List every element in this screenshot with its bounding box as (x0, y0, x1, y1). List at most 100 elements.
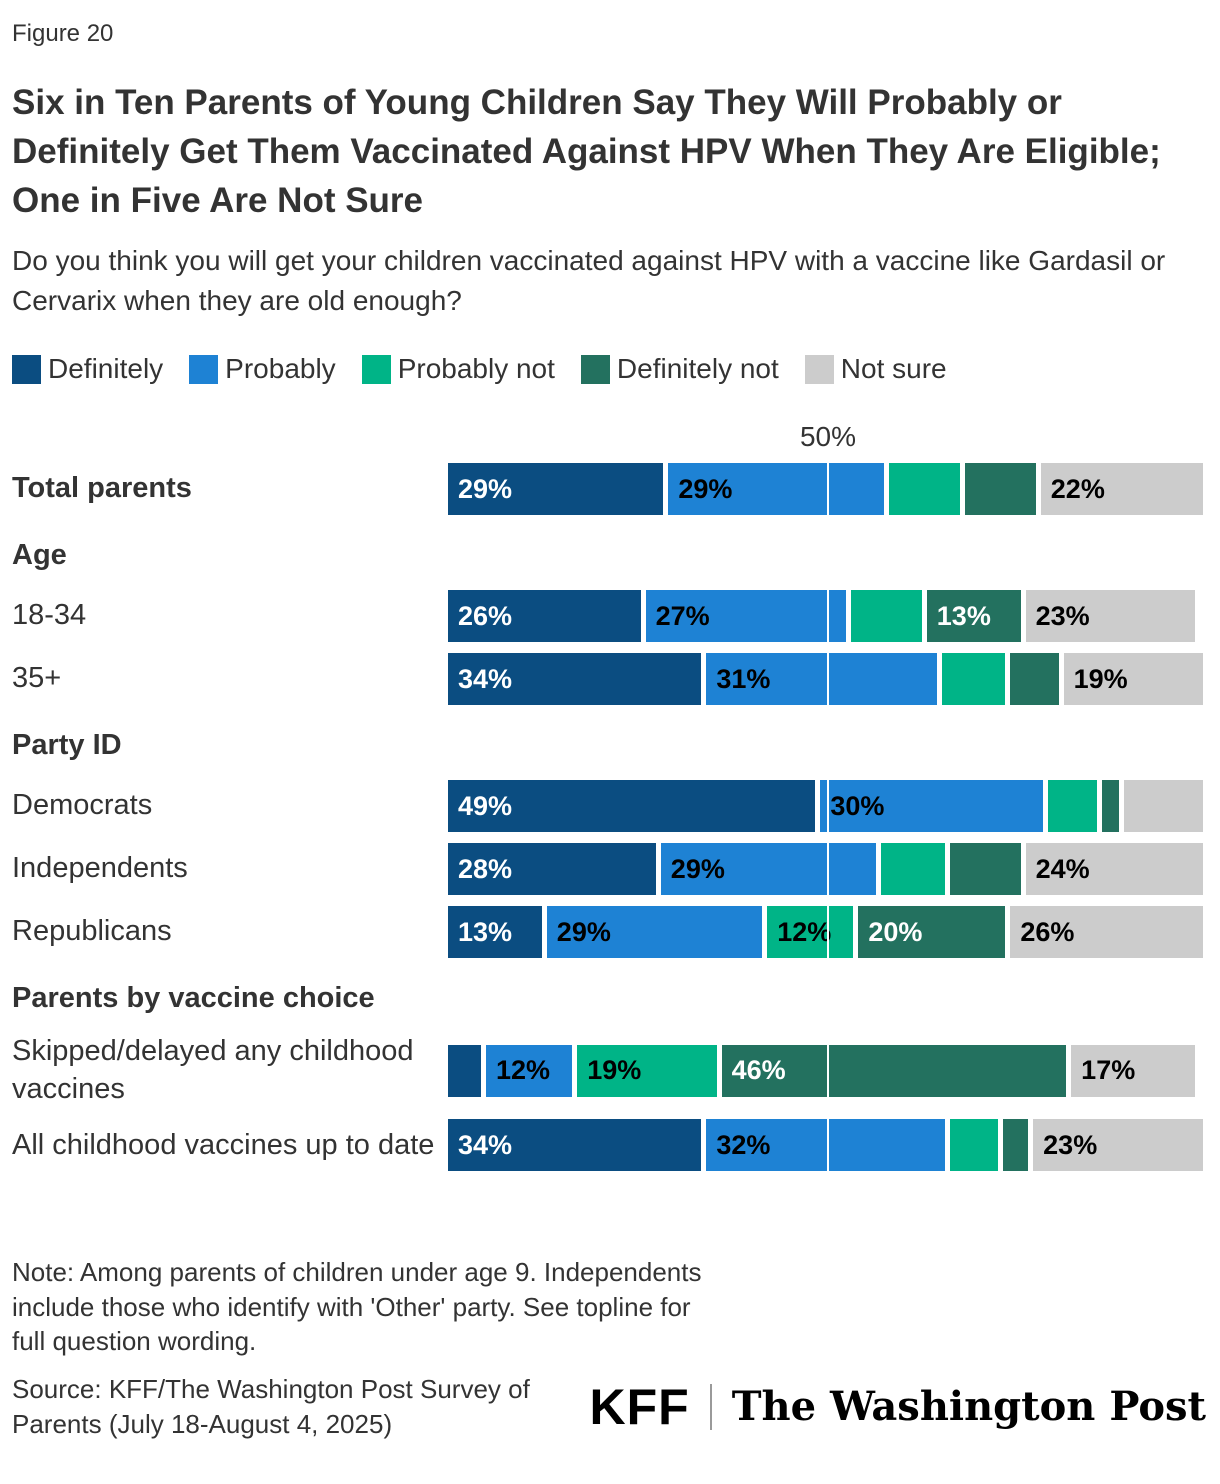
segment-value-label: 29% (556, 916, 611, 947)
legend-item-probably-not: Probably not (361, 353, 555, 385)
gridline-50pct (827, 590, 829, 643)
segment-value-label: 19% (587, 1055, 642, 1086)
logos: KFF The Washington Post (590, 1378, 1208, 1436)
stacked-bar: 34% 32% 23% (448, 1119, 1208, 1172)
bar-segment-probably-not (941, 653, 1011, 706)
stacked-bar: 26% 27% 13% 23% (448, 590, 1208, 643)
bar-segment-not-sure: 24% (1025, 843, 1208, 896)
bar-segment-not-sure: 19% (1063, 653, 1208, 706)
segment-value-label: 23% (1043, 1129, 1098, 1160)
stacked-bar: 13% 29% 12% 20% 26% (448, 906, 1208, 959)
bar-segment-definitely: 28% (448, 843, 661, 896)
section-header-parents-by-vaccine-choice: Parents by vaccine choice (12, 982, 375, 1015)
bar-segment-probably-not: 12% (767, 906, 859, 959)
bar-segment-probably-not (949, 1119, 1003, 1172)
kff-logo: KFF (589, 1378, 690, 1435)
section-header-party-id: Party ID (12, 729, 122, 762)
segment-value-label: 17% (1081, 1055, 1136, 1086)
segment-value-label: 26% (458, 600, 513, 631)
chart-row: Skipped/delayed any childhood vaccines 12… (12, 1033, 1208, 1108)
stacked-bar: 34% 31% 19% (448, 653, 1208, 706)
gridline-50pct (827, 463, 829, 516)
bar-segment-not-sure: 23% (1033, 1119, 1208, 1172)
segment-value-label: 23% (1035, 600, 1090, 631)
stacked-bar: 28% 29% 24% (448, 843, 1208, 896)
row-label: 35+ (12, 662, 62, 695)
footer: Source: KFF/The Washington Post Survey o… (12, 1372, 1208, 1441)
bar-segment-definitely-not (949, 843, 1026, 896)
source-text: Source: KFF/The Washington Post Survey o… (12, 1374, 530, 1439)
legend-swatch-icon (189, 354, 219, 384)
legend-swatch-icon (12, 354, 41, 384)
bar-segment-definitely: 34% (448, 653, 707, 706)
bar-segment-definitely-not (964, 463, 1041, 516)
segment-value-label: 22% (1050, 473, 1105, 504)
legend-label: Probably not (397, 353, 555, 385)
bar-segment-definitely-not (1101, 780, 1125, 833)
bar-segment-probably-not (888, 463, 965, 516)
bar-segment-not-sure: 23% (1025, 590, 1201, 643)
axis-50-label: 50% (799, 421, 857, 453)
legend: Definitely Probably Probably not Definitely… (12, 353, 1208, 385)
gridline-50pct (827, 1119, 829, 1172)
row-label: 18-34 (12, 599, 87, 632)
gridline-50pct (827, 843, 829, 896)
chart: 50% Total parents 29% 29% 22% Age 18-34 26% 27%… (12, 421, 1208, 1172)
chart-row: 18-34 26% 27% 13% 23% (12, 590, 1208, 643)
legend-swatch-icon (804, 354, 834, 384)
segment-value-label: 13% (936, 600, 991, 631)
row-label: Total parents (12, 472, 192, 505)
bar-segment-probably: 12% (486, 1044, 578, 1097)
legend-label: Not sure (840, 353, 947, 385)
legend-swatch-icon (580, 354, 610, 384)
stacked-bar: 29% 29% 22% (448, 463, 1208, 516)
bar-segment-probably: 29% (546, 906, 768, 959)
segment-value-label: 12% (777, 916, 832, 947)
section-header-age: Age (12, 539, 67, 572)
segment-value-label: 31% (716, 663, 771, 694)
note-text: Note: Among parents of children under ag… (12, 1257, 702, 1357)
bar-segment-not-sure: 26% (1010, 906, 1208, 959)
figure-label: Figure 20 (12, 20, 114, 47)
segment-value-label: 34% (458, 1129, 513, 1160)
gridline-50pct (827, 653, 829, 706)
segment-value-label: 26% (1020, 916, 1075, 947)
legend-label: Definitely (48, 353, 164, 385)
stacked-bar: 12% 19% 46% 17% (448, 1044, 1208, 1097)
legend-item-not-sure: Not sure (804, 353, 947, 385)
bar-segment-definitely (448, 1044, 486, 1097)
bar-segment-definitely: 13% (448, 906, 547, 959)
segment-value-label: 12% (496, 1055, 551, 1086)
bar-segment-not-sure (1124, 780, 1208, 833)
segment-value-label: 28% (458, 853, 513, 884)
bar-segment-definitely: 49% (448, 780, 821, 833)
row-label: All childhood vaccines up to date (12, 1128, 435, 1161)
legend-item-probably: Probably (189, 353, 336, 385)
stacked-bar: 49% 30% (448, 780, 1208, 833)
bar-segment-definitely: 34% (448, 1119, 707, 1172)
figure-title: Six in Ten Parents of Young Children Say… (12, 83, 1161, 220)
axis-row: 50% (12, 421, 1208, 463)
bar-segment-definitely-not (1002, 1119, 1034, 1172)
bar-segment-probably: 30% (820, 780, 1049, 833)
bar-segment-probably: 31% (706, 653, 942, 706)
chart-row: Democrats 49% 30% (12, 780, 1208, 833)
row-label: Democrats (12, 789, 153, 822)
chart-row: Total parents 29% 29% 22% (12, 463, 1208, 516)
row-label: Republicans (12, 915, 172, 948)
segment-value-label: 19% (1073, 663, 1128, 694)
segment-value-label: 27% (655, 600, 710, 631)
bar-segment-definitely-not: 46% (721, 1044, 1072, 1097)
gridline-50pct (827, 906, 829, 959)
chart-row: 35+ 34% 31% 19% (12, 653, 1208, 706)
gridline-50pct (827, 1044, 829, 1097)
chart-rows: Total parents 29% 29% 22% Age 18-34 26% 27% 13% 2… (12, 463, 1208, 1172)
row-label: Skipped/delayed any childhood vaccines (12, 1035, 414, 1105)
chart-row: Independents 28% 29% 24% (12, 843, 1208, 896)
bar-segment-definitely-not (1010, 653, 1064, 706)
segment-value-label: 13% (458, 916, 513, 947)
segment-value-label: 24% (1035, 853, 1090, 884)
segment-value-label: 29% (670, 853, 725, 884)
segment-value-label: 29% (458, 473, 513, 504)
